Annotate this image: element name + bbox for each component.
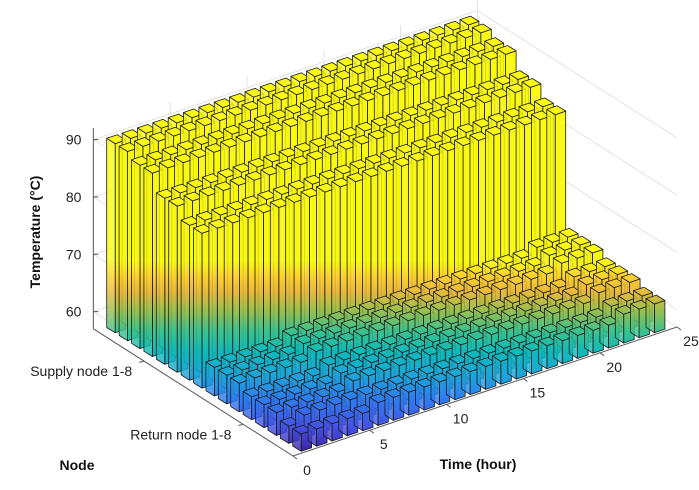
bar-side-face [614, 308, 625, 344]
x-tick-label: 25 [683, 333, 699, 349]
bar-top-face [521, 78, 542, 88]
bar-side-face [155, 192, 166, 365]
x-axis-line [292, 326, 678, 457]
bar-side-face [217, 369, 228, 405]
bar-side-face [118, 145, 128, 342]
bar-top-face [571, 235, 591, 246]
x-tick-mark [599, 352, 605, 357]
x-axis-label: Time (hour) [440, 456, 517, 472]
bar-top-face [484, 37, 505, 47]
bar-top-face [546, 105, 567, 116]
bar [645, 294, 666, 334]
y-tick-label: Supply node 1-8 [30, 363, 132, 379]
x-tick-mark [369, 429, 375, 434]
bar-side-face [131, 159, 141, 350]
y-tick-mark [238, 423, 244, 426]
bar-top-face [509, 70, 529, 80]
x-tick-label: 10 [453, 410, 469, 426]
y-tick-mark [139, 360, 145, 363]
bar-top-face [496, 45, 517, 55]
bar-side-face [630, 303, 640, 339]
z-axis-label: Temperature (°C) [27, 176, 43, 289]
z-tick-label: 90 [66, 132, 82, 148]
bar-side-face [645, 298, 655, 334]
bar-top-face [633, 286, 653, 297]
bar-top-face [596, 257, 616, 268]
z-tick-label: 60 [66, 304, 82, 320]
x-tick-label: 15 [530, 385, 546, 401]
x-tick-label: 20 [606, 359, 622, 375]
bar-top-face [583, 243, 604, 254]
bar [630, 299, 650, 339]
axes: 0 5 10 15 20 25 Supply node 1-8 Return node 1-8… [30, 128, 699, 478]
y-axis-line [93, 328, 294, 457]
bar-side-face [230, 377, 240, 413]
bar-side-face [168, 200, 178, 373]
x-tick-mark [446, 403, 451, 408]
bar-top-face [471, 23, 492, 34]
x-tick-mark [292, 455, 298, 460]
x-tick-label: 5 [380, 436, 388, 452]
bar-side-face [143, 167, 153, 357]
bar-top-face [645, 294, 666, 305]
side-wall-grid-line [477, 10, 678, 139]
bar-side-face [106, 137, 116, 334]
z-tick-label: 70 [66, 246, 82, 262]
x-tick-label: 0 [303, 462, 311, 478]
x-tick-mark [676, 326, 682, 331]
bar-top-face [459, 15, 480, 26]
bar [546, 105, 567, 270]
bar-side-face [205, 361, 215, 397]
y-tick-label: Return node 1-8 [130, 426, 231, 442]
bar-top-face [608, 265, 629, 276]
bars [106, 15, 666, 452]
z-tick-label: 80 [66, 189, 82, 205]
back-wall-grid-line [93, 10, 478, 141]
x-tick-mark [523, 378, 528, 383]
bar-front-face [654, 300, 666, 334]
bar-side-face [193, 227, 203, 389]
y-axis-label: Node [60, 457, 95, 473]
bar-side-face [180, 219, 191, 381]
bar-top-face [558, 227, 579, 238]
bar-top-face [620, 273, 641, 283]
bar-top-face [534, 97, 554, 108]
bar [584, 321, 604, 354]
